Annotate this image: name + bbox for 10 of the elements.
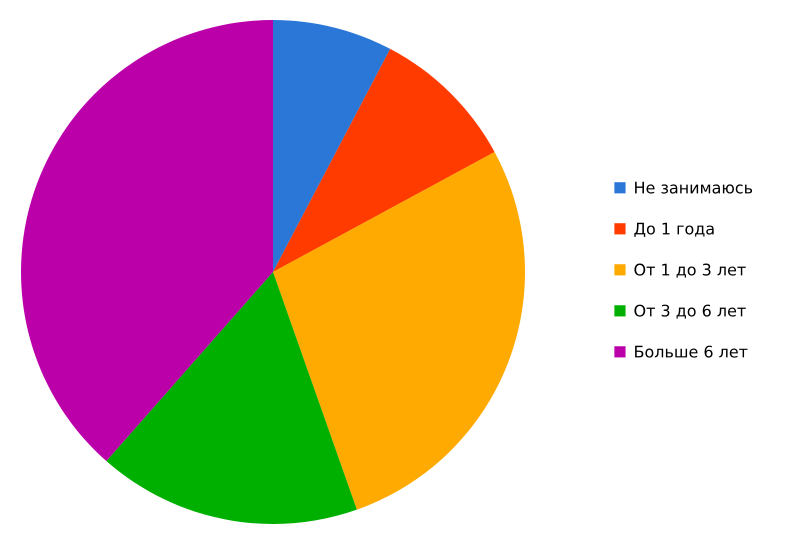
pie-slice [273, 20, 390, 272]
pie-slice [273, 152, 525, 510]
legend-label: От 1 до 3 лет [634, 264, 746, 278]
pie-slice [273, 48, 495, 272]
legend-label: До 1 года [634, 222, 714, 237]
legend-label: Больше 6 лет [635, 346, 748, 358]
pie-slice [106, 272, 357, 524]
legend-label: Не занимаюсь [635, 182, 752, 194]
pie-slice [21, 20, 273, 462]
legend-label: От 3 до 6 лет [634, 304, 746, 319]
